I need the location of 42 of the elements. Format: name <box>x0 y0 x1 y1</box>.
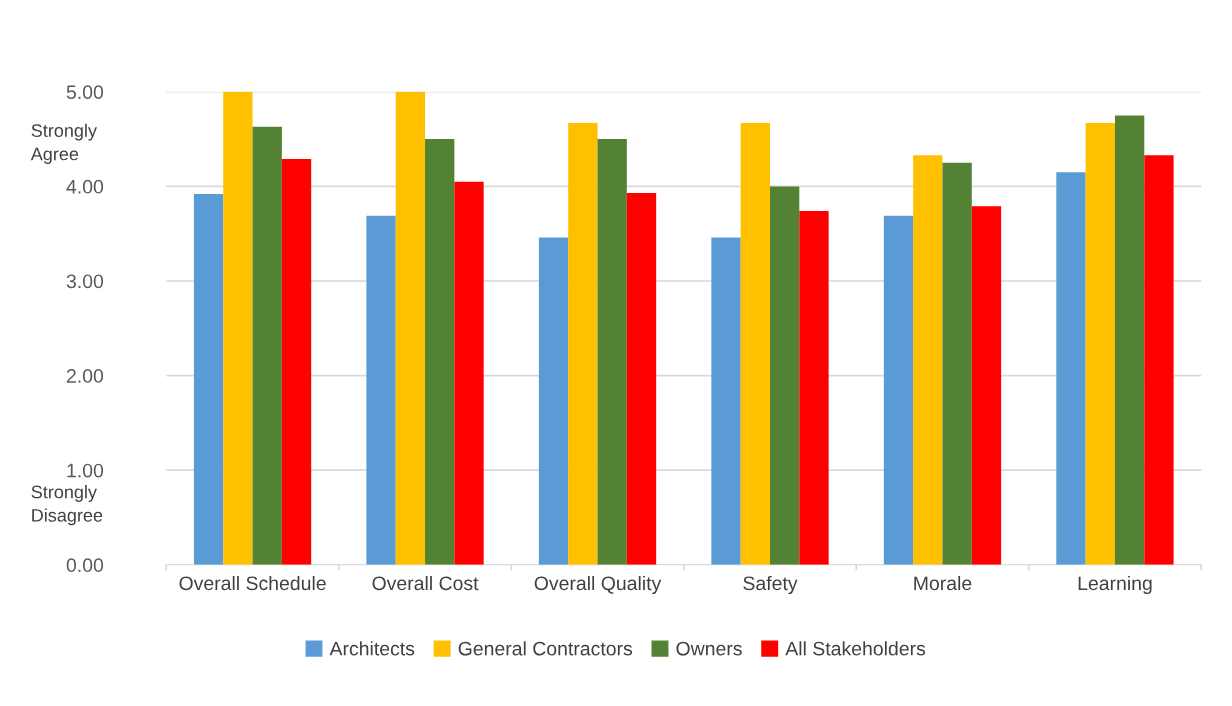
bar <box>770 186 800 565</box>
bar <box>626 193 657 565</box>
bar <box>1144 155 1174 565</box>
x-tick-label: Learning <box>1078 575 1152 595</box>
bar <box>799 210 829 565</box>
text: Strongly Disagree <box>31 485 103 526</box>
bar <box>223 91 253 565</box>
bar <box>538 237 569 565</box>
legend-label: General Contractors <box>458 641 633 656</box>
y-tick-label: 5.00 <box>66 85 104 100</box>
bar <box>281 158 312 565</box>
bar <box>942 162 972 565</box>
bar <box>971 206 1002 565</box>
x-tick-label: Overall Quality <box>534 575 662 595</box>
x-tick-label: Overall Cost <box>372 575 479 591</box>
y-tick-label: 0.00 <box>66 558 104 573</box>
bar <box>425 139 455 565</box>
bar <box>913 155 943 565</box>
y-tick-label: 3.00 <box>66 274 104 289</box>
bar <box>1056 172 1086 565</box>
x-tick-label: Overall Schedule <box>179 575 326 591</box>
text: Strongly Agree <box>30 123 97 164</box>
y-tick-label: 1.00 <box>67 463 104 478</box>
bar <box>883 215 914 565</box>
legend-label: Owners <box>676 641 742 656</box>
legend-label: All Stakeholders <box>785 641 926 656</box>
bar <box>568 123 598 565</box>
bar <box>597 139 627 565</box>
bar <box>366 215 396 565</box>
bar <box>454 181 484 565</box>
bar <box>252 126 282 565</box>
bar <box>1114 115 1145 565</box>
bar <box>711 237 741 565</box>
bar <box>1085 123 1115 565</box>
y-tick-label: 2.00 <box>66 369 104 383</box>
y-tick-label: 4.00 <box>66 179 104 194</box>
bar <box>740 123 770 565</box>
x-tick-label: Safety <box>743 575 798 595</box>
bar <box>193 193 224 565</box>
bar <box>395 91 426 565</box>
legend-label: Architects <box>329 641 415 656</box>
x-tick-label: Morale <box>914 575 972 591</box>
